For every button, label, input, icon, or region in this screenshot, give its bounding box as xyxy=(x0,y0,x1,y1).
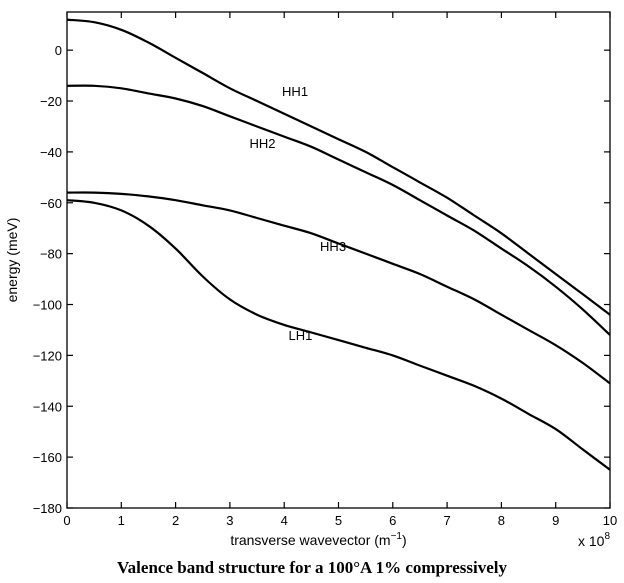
y-tick-label: −180 xyxy=(33,501,62,516)
y-tick-label: −140 xyxy=(33,399,62,414)
x-tick-label: 10 xyxy=(603,513,617,528)
x-tick-label: 5 xyxy=(335,513,342,528)
y-tick-label: −60 xyxy=(40,196,62,211)
series-line-hh1 xyxy=(66,18,611,316)
x-axis-label: transverse wavevector (m−1) xyxy=(230,531,406,548)
x-axis-multiplier-base: x 10 xyxy=(578,533,605,549)
x-tick-label: 0 xyxy=(63,513,70,528)
x-tick-label: 3 xyxy=(226,513,233,528)
y-tick-label: −160 xyxy=(33,450,62,465)
y-tick-label: 0 xyxy=(55,43,62,58)
series-line-hh2 xyxy=(66,84,611,336)
y-tick-label: −20 xyxy=(40,94,62,109)
band-structure-chart: 0 1 2 3 4 5 6 7 8 9 10 0 −20 −40 −60 −80 −100 −120 −140 −16… xyxy=(4,11,617,549)
x-axis-label-superscript: −1 xyxy=(391,531,403,542)
x-tick-label: 9 xyxy=(552,513,559,528)
x-axis-multiplier-exponent: 8 xyxy=(604,531,610,542)
plot-frame xyxy=(66,11,611,509)
y-axis-label: energy (meV) xyxy=(4,218,20,303)
x-tick-label: 8 xyxy=(498,513,505,528)
y-tick-label: −40 xyxy=(40,145,62,160)
y-tick-label: −100 xyxy=(33,298,62,313)
x-tick-label: 1 xyxy=(118,513,125,528)
x-axis-multiplier: x 108 xyxy=(578,531,610,549)
y-tick-label: −80 xyxy=(40,247,62,262)
x-axis-label-close: ) xyxy=(402,532,407,548)
series-line-lh1 xyxy=(66,199,611,471)
x-tick-label: 6 xyxy=(389,513,396,528)
figure-caption: Valence band structure for a 100°A 1% co… xyxy=(116,558,508,577)
x-axis-label-text: transverse wavevector (m xyxy=(230,532,390,548)
x-tick-label: 4 xyxy=(281,513,288,528)
x-tick-label: 2 xyxy=(172,513,179,528)
curve-label-hh2: HH2 xyxy=(249,136,275,151)
y-tick-label: −120 xyxy=(33,348,62,363)
curve-label-lh1: LH1 xyxy=(289,328,313,343)
x-tick-label: 7 xyxy=(443,513,450,528)
curve-label-hh3: HH3 xyxy=(320,239,346,254)
series-line-hh3 xyxy=(66,191,611,385)
curve-label-hh1: HH1 xyxy=(282,84,308,99)
